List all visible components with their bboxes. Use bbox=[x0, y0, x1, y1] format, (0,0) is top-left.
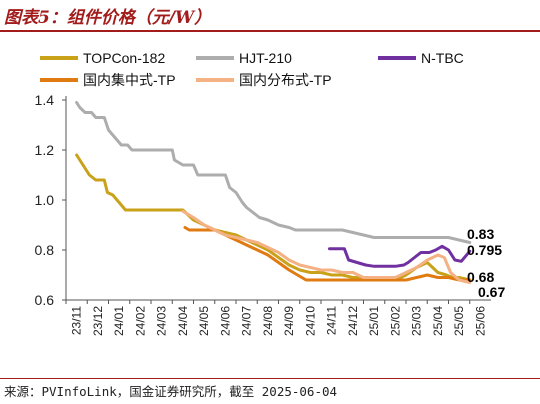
title-rule bbox=[0, 30, 540, 32]
x-tick-label-15: 25/02 bbox=[388, 306, 402, 336]
series-line-2 bbox=[328, 244, 472, 268]
y-tick-label-4: 1.4 bbox=[35, 92, 55, 108]
y-tick-label-1: 0.8 bbox=[35, 242, 55, 258]
legend-label-3: 国内集中式-TP bbox=[83, 72, 176, 88]
x-tick-label-10: 24/09 bbox=[282, 306, 296, 336]
end-labels: 0.830.795 0.680.67 bbox=[467, 226, 505, 300]
end-label-1: 0.795 bbox=[467, 242, 502, 258]
x-tick-label-14: 25/01 bbox=[367, 306, 381, 336]
chart-title: 图表5：组件价格（元/W） bbox=[4, 8, 212, 28]
y-tick-label-3: 1.2 bbox=[35, 142, 55, 158]
x-tick-label-11: 24/10 bbox=[303, 306, 317, 336]
x-tick-label-0: 23/11 bbox=[70, 306, 84, 335]
x-tick-label-3: 24/02 bbox=[133, 306, 147, 336]
end-label-3: 0.67 bbox=[478, 284, 505, 300]
source-note: 来源：PVInfoLink，国金证券研究所，截至 2025-06-04 bbox=[4, 384, 338, 399]
x-tick-label-16: 25/03 bbox=[410, 306, 424, 336]
series-line-1 bbox=[75, 101, 472, 244]
x-tick-label-9: 24/08 bbox=[261, 306, 275, 336]
legend: TOPCon-182 HJT-210 N-TBC 国内集中式-TP 国内分布式-TP bbox=[40, 50, 464, 88]
legend-label-0: TOPCon-182 bbox=[83, 50, 165, 66]
source-rule bbox=[0, 378, 540, 379]
x-tick-label-2: 24/01 bbox=[112, 306, 126, 336]
x-tick-label-17: 25/04 bbox=[431, 306, 445, 336]
axes: 0.6 0.8 1.0 1.2 1.4 23/11 23/12 24/01 24/02 24/03… bbox=[35, 92, 491, 336]
series-line-4 bbox=[181, 209, 472, 284]
x-tick-label-18: 25/05 bbox=[452, 306, 466, 336]
price-chart: TOPCon-182 HJT-210 N-TBC 国内集中式-TP 国内分布式-TP 0… bbox=[35, 50, 506, 336]
x-tick-label-13: 24/12 bbox=[346, 306, 360, 336]
y-tick-label-0: 0.6 bbox=[35, 292, 55, 308]
end-label-0: 0.83 bbox=[467, 226, 494, 242]
title-bar: 图表5：组件价格（元/W） bbox=[0, 0, 540, 32]
x-tick-label-5: 24/04 bbox=[176, 306, 190, 336]
x-tick-label-19: 25/06 bbox=[473, 306, 487, 336]
x-tick-label-1: 23/12 bbox=[91, 306, 105, 336]
legend-label-4: 国内分布式-TP bbox=[239, 72, 332, 88]
x-tick-label-12: 24/11 bbox=[325, 306, 339, 335]
legend-label-1: HJT-210 bbox=[239, 50, 292, 66]
y-tick-label-2: 1.0 bbox=[35, 192, 55, 208]
x-tick-label-6: 24/05 bbox=[197, 306, 211, 336]
x-tick-label-7: 24/06 bbox=[218, 306, 232, 336]
series-group bbox=[75, 101, 472, 284]
legend-label-2: N-TBC bbox=[421, 50, 464, 66]
end-label-2: 0.68 bbox=[467, 269, 494, 285]
x-tick-label-4: 24/03 bbox=[155, 306, 169, 336]
x-tick-label-8: 24/07 bbox=[240, 306, 254, 336]
